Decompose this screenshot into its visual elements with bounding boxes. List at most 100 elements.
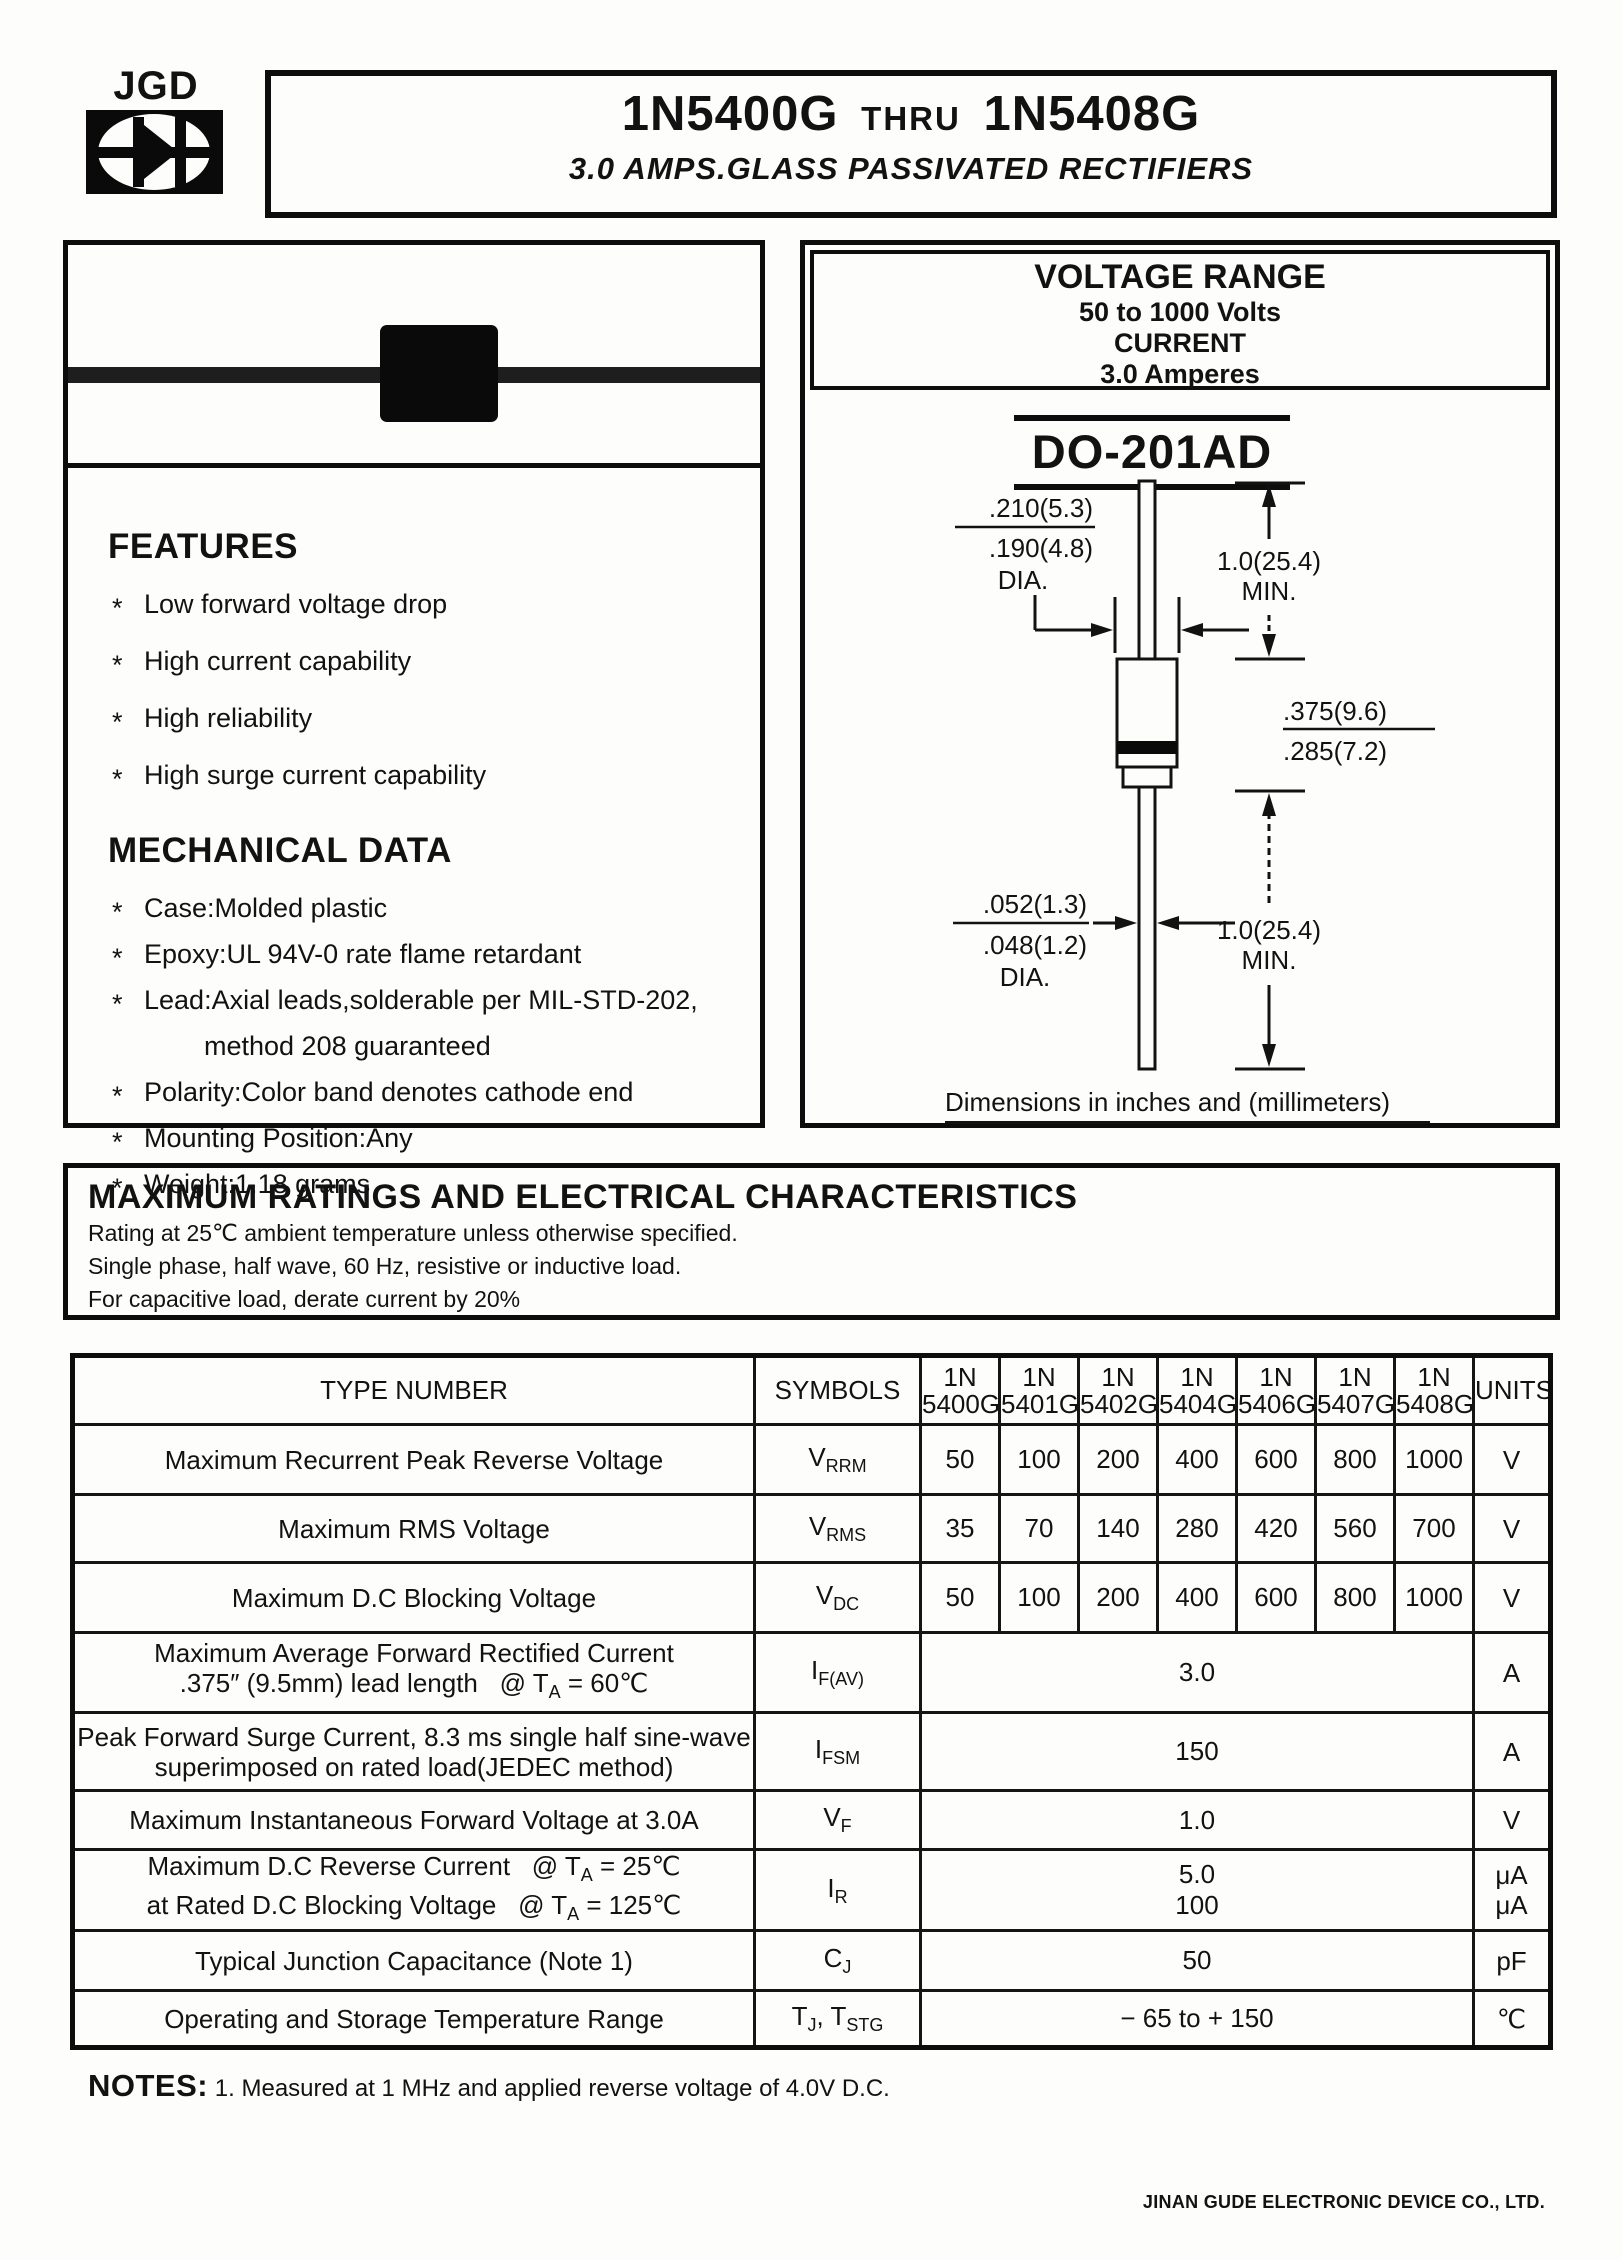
dim-lead-bot-length: 1.0(25.4): [1217, 915, 1321, 945]
table-cell: V: [1472, 1561, 1552, 1634]
voltage-range-box: VOLTAGE RANGE 50 to 1000 Volts CURRENT 3…: [810, 250, 1550, 390]
symbols-header: SYMBOLS: [753, 1354, 922, 1426]
device-header: 1N 5407G: [1314, 1354, 1396, 1426]
mechanical-list: Case:Molded plastic Epoxy:UL 94V-0 rate …: [108, 893, 736, 1204]
type-number-header: TYPE NUMBER: [71, 1354, 756, 1426]
page-title: 1N5400G THRU 1N5408G: [271, 90, 1551, 139]
table-cell: ℃: [1472, 1989, 1552, 2050]
diode-logo-icon: [86, 110, 223, 194]
table-row: Operating and Storage Temperature Range T…: [71, 1989, 1552, 2050]
ratings-condition-1: Rating at 25℃ ambient temperature unless…: [88, 1220, 738, 1246]
dim-lead-dia-min: .048(1.2): [983, 930, 1087, 960]
table-cell: Maximum RMS Voltage: [71, 1493, 756, 1564]
table-cell: 600: [1235, 1561, 1317, 1634]
table-cell: 100: [998, 1423, 1080, 1496]
mechanical-item: Epoxy:UL 94V-0 rate flame retardant: [108, 939, 736, 974]
dim-body-dia-min: .190(4.8): [989, 533, 1093, 563]
table-cell: 140: [1077, 1493, 1159, 1564]
table-row: Maximum Average Forward Rectified Curren…: [71, 1631, 1552, 1714]
dim-body-len-max: .375(9.6): [1283, 696, 1387, 726]
table-cell: 50: [919, 1423, 1001, 1496]
table-cell: Peak Forward Surge Current, 8.3 ms singl…: [71, 1711, 756, 1792]
feature-item: Low forward voltage drop: [108, 589, 736, 624]
table-cell: − 65 to + 150: [919, 1989, 1475, 2050]
table-cell: 800: [1314, 1561, 1396, 1634]
table-cell: 1000: [1393, 1423, 1475, 1496]
ratings-intro-box: MAXIMUM RATINGS AND ELECTRICAL CHARACTER…: [63, 1163, 1560, 1320]
mechanical-item: Weight:1.18 grams: [108, 1169, 736, 1204]
feature-item: High current capability: [108, 646, 736, 681]
table-row: Typical Junction Capacitance (Note 1) CJ 5…: [71, 1929, 1552, 1993]
device-header: 1N 5406G: [1235, 1354, 1317, 1426]
table-header-row: TYPE NUMBER SYMBOLS 1N 5400G 1N 5401G 1N 5402…: [71, 1354, 1552, 1426]
device-header: 1N 5400G: [919, 1354, 1001, 1426]
table-cell: 600: [1235, 1423, 1317, 1496]
mechanical-item-continuation: method 208 guaranteed: [204, 1031, 491, 1061]
table-cell: Maximum D.C Reverse Current @ TA = 25℃ at…: [71, 1847, 756, 1933]
dim-body-len-min: .285(7.2): [1283, 736, 1387, 766]
ratings-condition-3: For capacitive load, derate current by 2…: [88, 1286, 521, 1312]
table-cell: 35: [919, 1493, 1001, 1564]
mechanical-item: Lead:Axial leads,solderable per MIL-STD-…: [108, 985, 736, 1020]
mechanical-item: Polarity:Color band denotes cathode end: [108, 1077, 736, 1112]
voltage-range-value: 50 to 1000 Volts: [1078, 297, 1282, 327]
brand-logo: JGD: [86, 66, 226, 194]
table-row: Maximum D.C Blocking Voltage VDC 50 100 200 4…: [71, 1561, 1552, 1634]
table-cell: Maximum Instantaneous Forward Voltage at…: [71, 1789, 756, 1851]
units-header: UNITS: [1472, 1354, 1552, 1426]
ratings-table-wrap: TYPE NUMBER SYMBOLS 1N 5400G 1N 5401G 1N 5402…: [70, 1353, 1553, 2051]
dim-lead-dia-max: .052(1.3): [983, 889, 1087, 919]
table-cell: A: [1472, 1631, 1552, 1714]
dim-body-dia-max: .210(5.3): [989, 493, 1093, 523]
page-subtitle: 3.0 AMPS.GLASS PASSIVATED RECTIFIERS: [568, 151, 1254, 186]
feature-item: High surge current capability: [108, 760, 736, 795]
table-cell: 70: [998, 1493, 1080, 1564]
table-cell: IF(AV): [753, 1631, 922, 1714]
table-cell: Maximum D.C Blocking Voltage: [71, 1561, 756, 1634]
brand-name: JGD: [113, 64, 199, 108]
table-cell: V: [1472, 1423, 1552, 1496]
table-cell: 400: [1156, 1423, 1238, 1496]
dim-body-dia-label: DIA.: [998, 565, 1049, 595]
title-thru: THRU: [861, 100, 961, 137]
current-value: 3.0 Amperes: [1100, 359, 1260, 389]
table-cell: Maximum Recurrent Peak Reverse Voltage: [71, 1423, 756, 1496]
dim-lead-top-length: 1.0(25.4): [1217, 546, 1321, 576]
features-heading: FEATURES: [108, 527, 299, 566]
mechanical-item: Mounting Position:Any: [108, 1123, 736, 1158]
table-cell: Operating and Storage Temperature Range: [71, 1989, 756, 2050]
features-panel: FEATURES Low forward voltage drop High c…: [63, 240, 765, 1204]
ratings-heading: MAXIMUM RATINGS AND ELECTRICAL CHARACTER…: [88, 1178, 1078, 1216]
table-row: Maximum Instantaneous Forward Voltage at…: [71, 1789, 1552, 1851]
dim-lead-bot-min: MIN.: [1242, 945, 1297, 975]
table-cell: TJ, TSTG: [753, 1989, 922, 2050]
table-cell: 800: [1314, 1423, 1396, 1496]
table-cell: 1.0: [919, 1789, 1475, 1851]
table-cell: V: [1472, 1789, 1552, 1851]
dim-lead-top-min: MIN.: [1242, 576, 1297, 606]
features-list: Low forward voltage drop High current ca…: [108, 589, 736, 795]
table-cell: 50: [919, 1929, 1475, 1993]
current-label: CURRENT: [1114, 328, 1246, 358]
table-cell: CJ: [753, 1929, 922, 1993]
ratings-condition-2: Single phase, half wave, 60 Hz, resistiv…: [88, 1253, 682, 1279]
dimensions-caption: Dimensions in inches and (millimeters): [945, 1087, 1431, 1124]
mechanical-heading: MECHANICAL DATA: [108, 831, 452, 870]
notes-text: 1. Measured at 1 MHz and applied reverse…: [214, 2075, 890, 2102]
table-cell: V: [1472, 1493, 1552, 1564]
device-header: 1N 5402G: [1077, 1354, 1159, 1426]
table-cell: μA μA: [1472, 1847, 1552, 1933]
ratings-table: TYPE NUMBER SYMBOLS 1N 5400G 1N 5401G 1N 5402…: [70, 1353, 1553, 2051]
company-footer: JINAN GUDE ELECTRONIC DEVICE CO., LTD.: [1142, 2192, 1545, 2212]
table-cell: 50: [919, 1561, 1001, 1634]
table-cell: 200: [1077, 1423, 1159, 1496]
title-part-last: 1N5408G: [983, 87, 1201, 141]
mechanical-item: Case:Molded plastic: [108, 893, 736, 928]
table-cell: 560: [1314, 1493, 1396, 1564]
table-cell: VDC: [753, 1561, 922, 1634]
diode-photo-body: [380, 325, 498, 422]
table-cell: pF: [1472, 1929, 1552, 1993]
table-row: Maximum Recurrent Peak Reverse Voltage VR…: [71, 1423, 1552, 1496]
device-header: 1N 5401G: [998, 1354, 1080, 1426]
voltage-range-title: VOLTAGE RANGE: [1034, 258, 1326, 296]
